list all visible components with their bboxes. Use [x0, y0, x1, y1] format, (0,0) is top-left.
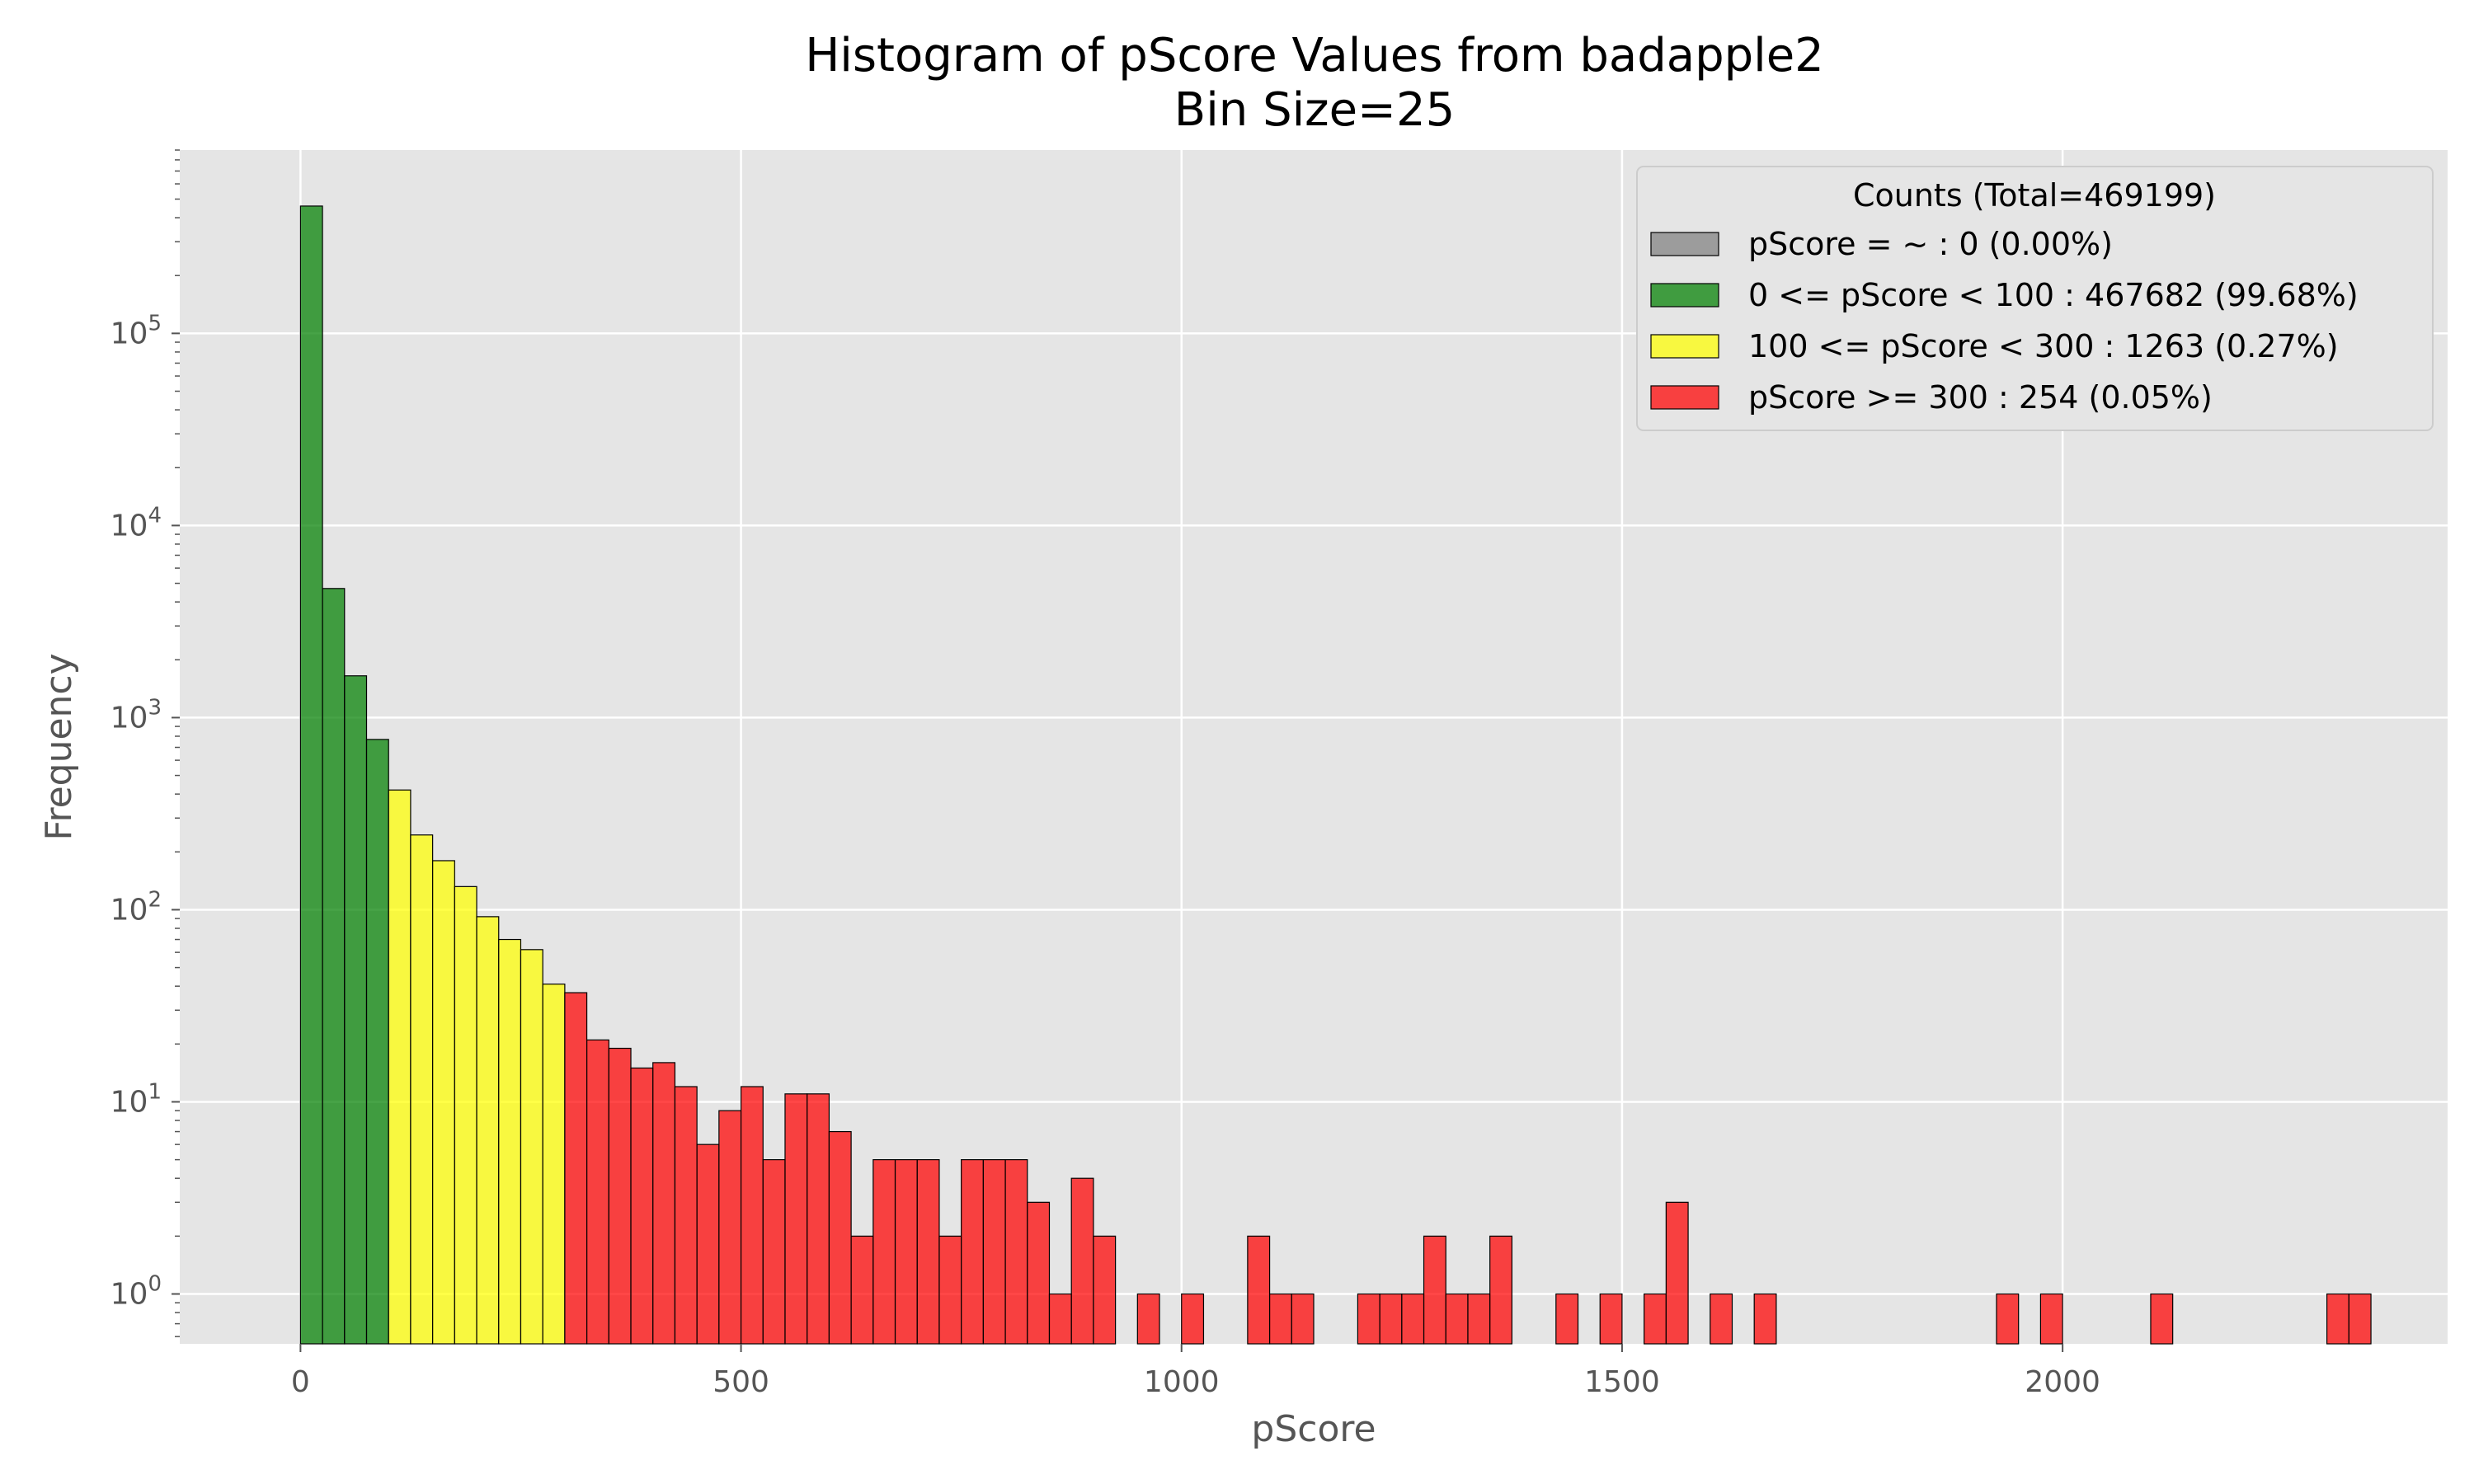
histogram-bar: [299, 205, 323, 1345]
chart-subtitle: Bin Size=25: [1174, 83, 1455, 137]
histogram-bar: [807, 1093, 830, 1345]
legend-entry-label: 100 <= pScore < 300 : 1263 (0.27%): [1748, 328, 2339, 364]
x-axis-ticks: 0 500 1000 1500 2000: [291, 1344, 2100, 1399]
y-tick-label: 102: [111, 887, 162, 927]
histogram-bar: [1489, 1235, 1512, 1345]
histogram-bar: [1401, 1293, 1425, 1345]
y-axis-ticks: 100 101 102 103 104 105: [111, 149, 180, 1337]
histogram-bar: [1753, 1293, 1777, 1345]
legend-swatch: [1650, 232, 1719, 256]
histogram-bar: [762, 1159, 786, 1345]
x-tick-label: 500: [713, 1365, 769, 1399]
histogram-bar: [1268, 1293, 1292, 1345]
histogram-bar: [1004, 1159, 1028, 1345]
histogram-bar: [894, 1159, 918, 1345]
legend-entry-label: 0 <= pScore < 100 : 467682 (99.68%): [1748, 277, 2359, 313]
histogram-bar: [410, 834, 434, 1345]
histogram-bar: [674, 1086, 698, 1345]
bars: [299, 205, 2372, 1345]
legend: Counts (Total=469199) pScore = ~ : 0 (0.…: [1636, 166, 2434, 431]
histogram-bar: [916, 1159, 940, 1345]
histogram-bar: [586, 1039, 609, 1345]
histogram-bar: [872, 1159, 896, 1345]
histogram-bar: [1181, 1293, 1205, 1345]
histogram-bar: [828, 1130, 852, 1345]
y-tick-label: 103: [111, 695, 162, 735]
x-tick-label: 2000: [2025, 1365, 2100, 1399]
histogram-bar: [1665, 1201, 1689, 1345]
legend-swatch: [1650, 334, 1719, 359]
histogram-bar: [652, 1062, 676, 1345]
histogram-bar: [2326, 1293, 2349, 1345]
histogram-bar: [1291, 1293, 1315, 1345]
histogram-bar: [961, 1159, 984, 1345]
histogram-bar: [2348, 1293, 2372, 1345]
histogram-bar: [1710, 1293, 1733, 1345]
histogram-bar: [1467, 1293, 1491, 1345]
histogram-bar: [938, 1235, 962, 1345]
y-tick-label: 105: [111, 311, 162, 350]
histogram-bar: [432, 860, 455, 1345]
histogram-bar: [1445, 1293, 1469, 1345]
y-tick-label: 100: [111, 1271, 162, 1311]
legend-title: Counts (Total=469199): [1853, 177, 2216, 214]
histogram-bar: [365, 739, 389, 1345]
legend-entry-label: pScore >= 300 : 254 (0.05%): [1748, 379, 2213, 416]
histogram-bar: [476, 916, 500, 1345]
legend-swatch: [1650, 385, 1719, 410]
histogram-bar: [1599, 1293, 1623, 1345]
histogram-bar: [344, 675, 368, 1345]
x-tick-label: 1500: [1584, 1365, 1660, 1399]
histogram-bar: [1644, 1293, 1667, 1345]
histogram-bar: [564, 992, 588, 1345]
y-axis-label: Frequency: [38, 653, 80, 840]
histogram-bar: [1555, 1293, 1579, 1345]
legend-box: [1636, 166, 2434, 431]
histogram-bar: [784, 1093, 808, 1345]
legend-swatch: [1650, 283, 1719, 308]
legend-entry-label: pScore = ~ : 0 (0.00%): [1748, 226, 2113, 262]
histogram-bar: [542, 984, 566, 1345]
histogram-bar: [1247, 1235, 1271, 1345]
histogram-bar: [608, 1047, 632, 1345]
histogram-bar: [1093, 1235, 1117, 1345]
histogram-bar: [630, 1067, 654, 1345]
histogram-bar: [498, 938, 522, 1345]
y-tick-label: 101: [111, 1079, 162, 1119]
histogram-bar: [1423, 1235, 1446, 1345]
histogram-bar: [1027, 1201, 1051, 1345]
histogram-bar: [2150, 1293, 2174, 1345]
histogram-bar: [1048, 1293, 1072, 1345]
histogram-bar: [1379, 1293, 1403, 1345]
histogram-bar: [1070, 1177, 1094, 1345]
histogram-bar: [2039, 1293, 2063, 1345]
histogram-bar: [454, 885, 477, 1345]
histogram-bar: [1136, 1293, 1160, 1345]
histogram-bar: [1357, 1293, 1380, 1345]
x-tick-label: 1000: [1144, 1365, 1220, 1399]
histogram-bar: [718, 1110, 742, 1345]
histogram-bar: [520, 949, 543, 1345]
histogram-bar: [740, 1086, 764, 1345]
histogram-bar: [1996, 1293, 2020, 1345]
x-tick-label: 0: [291, 1365, 310, 1399]
chart-title: Histogram of pScore Values from badapple…: [805, 29, 1824, 82]
histogram-bar: [850, 1235, 874, 1345]
x-axis-label: pScore: [1251, 1408, 1376, 1450]
histogram-bar: [388, 789, 412, 1345]
y-tick-label: 104: [111, 503, 162, 542]
histogram-bar: [322, 588, 346, 1345]
histogram-bar: [982, 1159, 1006, 1345]
histogram-bar: [696, 1144, 720, 1345]
